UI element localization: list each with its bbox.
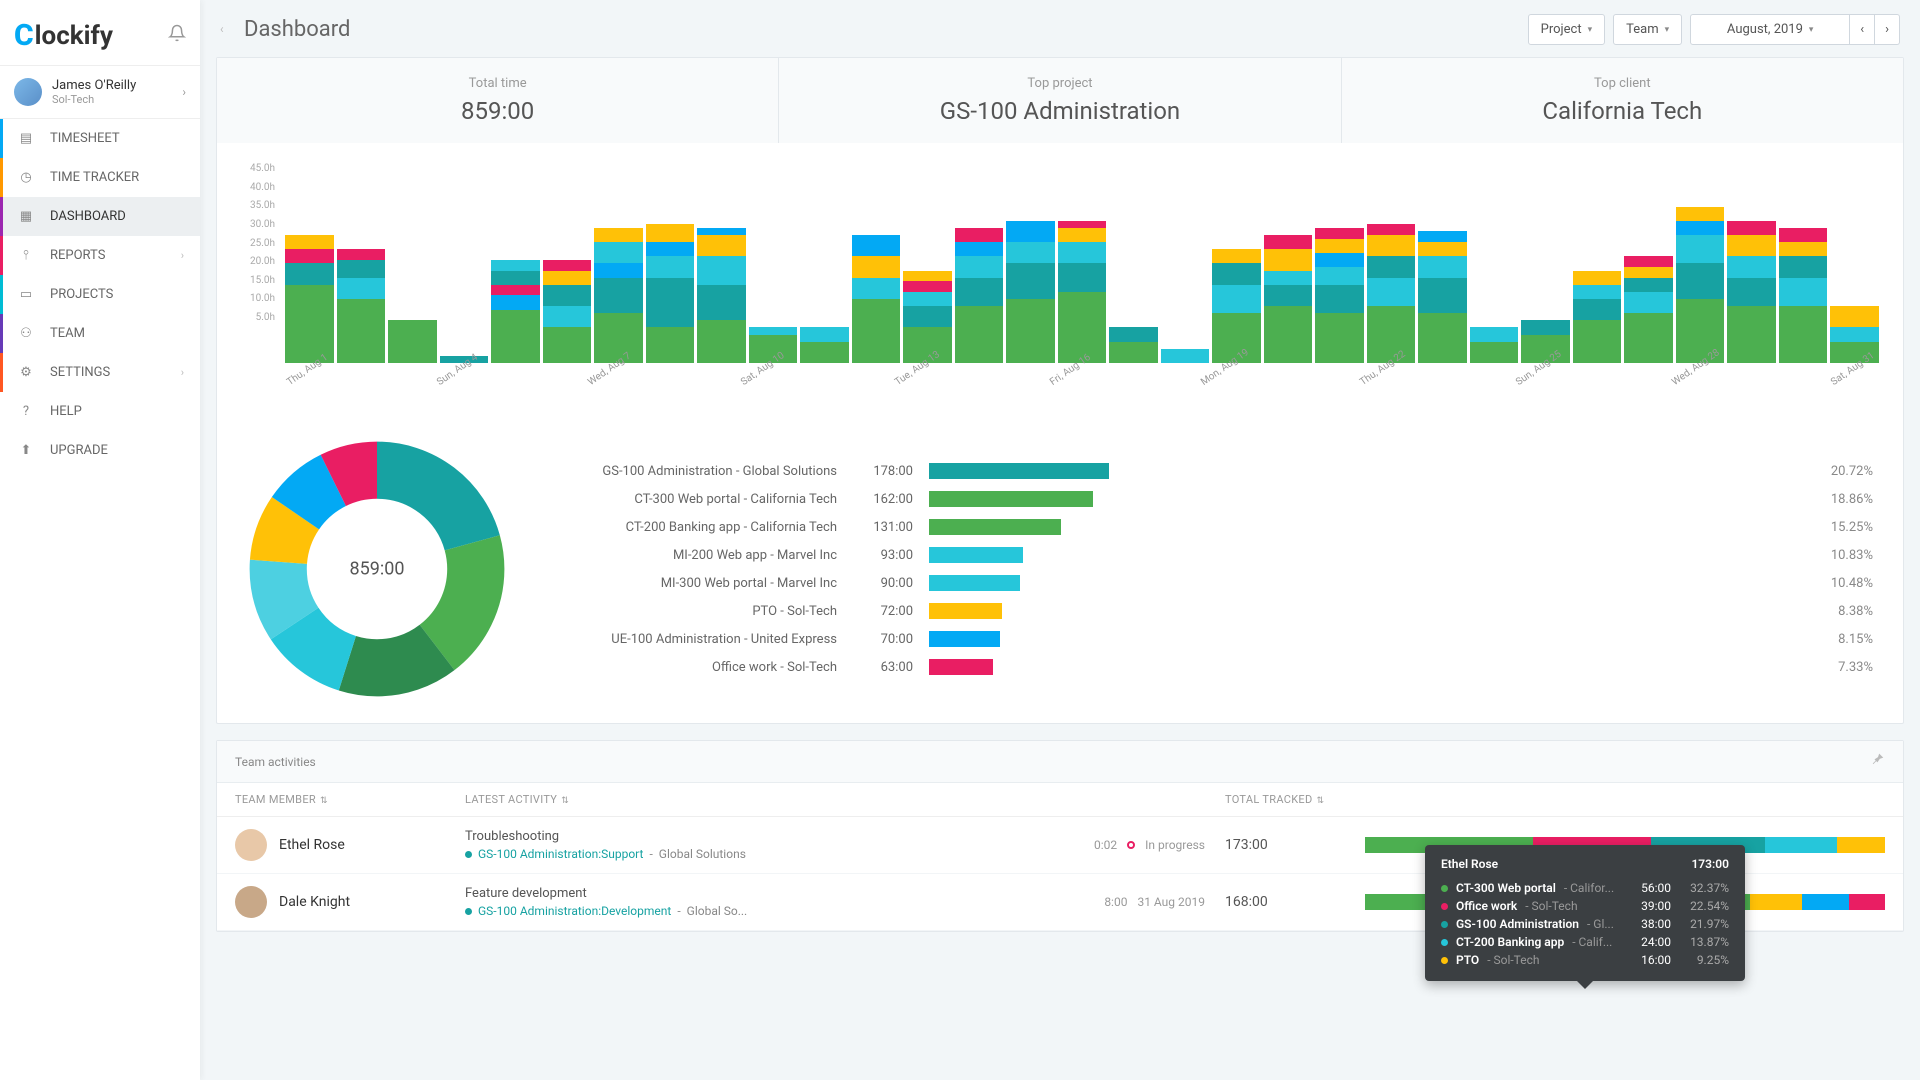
main: ‹ Dashboard Project▾ Team▾ August, 2019▾… [200, 0, 1920, 1080]
nav-icon: ⚇ [16, 326, 36, 341]
nav-item-help[interactable]: ?HELP [0, 392, 200, 431]
pin-icon[interactable] [1871, 753, 1885, 770]
nav-item-upgrade[interactable]: ⬆UPGRADE [0, 431, 200, 470]
project-row[interactable]: UE-100 Administration - United Express70… [537, 625, 1873, 653]
user-org: Sol-Tech [52, 93, 136, 106]
nav-icon: ◷ [16, 170, 36, 185]
chart-bar[interactable] [646, 224, 695, 363]
nav-item-projects[interactable]: ▭PROJECTS [0, 275, 200, 314]
chart-bar[interactable] [1727, 221, 1776, 363]
nav-icon: ? [16, 404, 36, 419]
nav-list: ▤TIMESHEET◷TIME TRACKER▦DASHBOARD⫯REPORT… [0, 119, 200, 470]
collapse-sidebar-icon[interactable]: ‹ [220, 22, 236, 38]
avatar [14, 78, 42, 106]
avatar [235, 829, 267, 861]
chart-bar[interactable] [491, 260, 540, 363]
chart-bar[interactable] [1676, 207, 1725, 363]
nav-item-timesheet[interactable]: ▤TIMESHEET [0, 119, 200, 158]
nav-item-settings[interactable]: ⚙SETTINGS› [0, 353, 200, 392]
project-row[interactable]: CT-300 Web portal - California Tech162:0… [537, 485, 1873, 513]
donut-center-label: 859:00 [350, 559, 405, 580]
sidebar: Clockify James O'Reilly Sol-Tech › ▤TIME… [0, 0, 200, 1080]
chart-bar[interactable] [285, 235, 334, 363]
date-next-button[interactable]: › [1875, 14, 1900, 45]
nav-icon: ▤ [16, 131, 36, 146]
project-row[interactable]: PTO - Sol-Tech72:008.38% [537, 597, 1873, 625]
date-range-button[interactable]: August, 2019▾ [1690, 14, 1850, 45]
chart-bar[interactable] [388, 320, 437, 363]
project-row[interactable]: CT-200 Banking app - California Tech131:… [537, 513, 1873, 541]
page-title: Dashboard [244, 17, 350, 42]
project-breakdown: 859:00 GS-100 Administration - Global So… [217, 419, 1903, 723]
chart-bar[interactable] [1779, 228, 1828, 363]
chart-bars [285, 203, 1879, 363]
chart-bar[interactable] [1418, 231, 1467, 363]
sort-icon[interactable]: ⇅ [320, 796, 328, 806]
project-row[interactable]: Office work - Sol-Tech63:007.33% [537, 653, 1873, 681]
date-prev-button[interactable]: ‹ [1850, 14, 1875, 45]
team-filter-button[interactable]: Team▾ [1613, 14, 1682, 45]
nav-icon: ▦ [16, 209, 36, 224]
donut-chart: 859:00 [247, 439, 507, 699]
chart-bar[interactable] [543, 260, 592, 363]
chart-bar[interactable] [1573, 271, 1622, 363]
team-activities-title: Team activities [235, 755, 316, 769]
chart-bar[interactable] [697, 228, 746, 363]
nav-icon: ⚙ [16, 365, 36, 380]
user-menu[interactable]: James O'Reilly Sol-Tech › [0, 65, 200, 119]
chart-y-axis: 45.0h40.0h35.0h30.0h25.0h20.0h15.0h10.0h… [241, 163, 281, 323]
nav-item-team[interactable]: ⚇TEAM [0, 314, 200, 353]
project-table: GS-100 Administration - Global Solutions… [537, 457, 1873, 681]
recording-icon [1127, 841, 1135, 849]
chevron-right-icon: › [181, 249, 184, 262]
logo[interactable]: Clockify [14, 18, 113, 53]
project-row[interactable]: MI-200 Web app - Marvel Inc93:0010.83% [537, 541, 1873, 569]
summary-top-project: Top project GS-100 Administration [779, 58, 1341, 143]
nav-item-reports[interactable]: ⫯REPORTS› [0, 236, 200, 275]
user-name: James O'Reilly [52, 78, 136, 93]
stacked-bar-chart: 45.0h40.0h35.0h30.0h25.0h20.0h15.0h10.0h… [217, 143, 1903, 419]
nav-icon: ⬆ [16, 443, 36, 458]
chart-bar[interactable] [1624, 256, 1673, 363]
header: ‹ Dashboard Project▾ Team▾ August, 2019▾… [216, 0, 1904, 57]
chart-bar[interactable] [1264, 235, 1313, 363]
chart-bar[interactable] [955, 228, 1004, 363]
chart-bar[interactable] [1367, 224, 1416, 363]
summary-panel: Total time 859:00 Top project GS-100 Adm… [216, 57, 1904, 724]
summary-total-time: Total time 859:00 [217, 58, 779, 143]
date-range-picker: August, 2019▾ ‹ › [1690, 14, 1900, 45]
chart-bar[interactable] [337, 249, 386, 363]
chart-bar[interactable] [1058, 221, 1107, 363]
sort-icon[interactable]: ⇅ [561, 796, 569, 806]
project-row[interactable]: MI-300 Web portal - Marvel Inc90:0010.48… [537, 569, 1873, 597]
chart-x-axis: Thu, Aug 1Sun, Aug 4Wed, Aug 7Sat, Aug 1… [285, 369, 1879, 409]
chart-bar[interactable] [1006, 221, 1055, 363]
chevron-right-icon: › [181, 366, 184, 379]
chart-bar[interactable] [852, 235, 901, 363]
chart-bar[interactable] [903, 271, 952, 363]
nav-item-dashboard[interactable]: ▦DASHBOARD [0, 197, 200, 236]
sort-icon[interactable]: ⇅ [1316, 796, 1324, 806]
member-tooltip: Ethel Rose173:00 CT-300 Web portal - Cal… [1425, 845, 1745, 981]
nav-item-time-tracker[interactable]: ◷TIME TRACKER [0, 158, 200, 197]
summary-top-client: Top client California Tech [1342, 58, 1903, 143]
chart-bar[interactable] [594, 228, 643, 363]
project-filter-button[interactable]: Project▾ [1528, 14, 1606, 45]
chevron-right-icon: › [182, 85, 186, 99]
team-table-header: TEAM MEMBER⇅ LATEST ACTIVITY⇅ TOTAL TRAC… [217, 783, 1903, 817]
avatar [235, 886, 267, 918]
project-row[interactable]: GS-100 Administration - Global Solutions… [537, 457, 1873, 485]
chart-bar[interactable] [1315, 228, 1364, 363]
notifications-icon[interactable] [168, 24, 186, 47]
nav-icon: ▭ [16, 287, 36, 302]
chart-bar[interactable] [1212, 249, 1261, 363]
nav-icon: ⫯ [16, 248, 36, 263]
